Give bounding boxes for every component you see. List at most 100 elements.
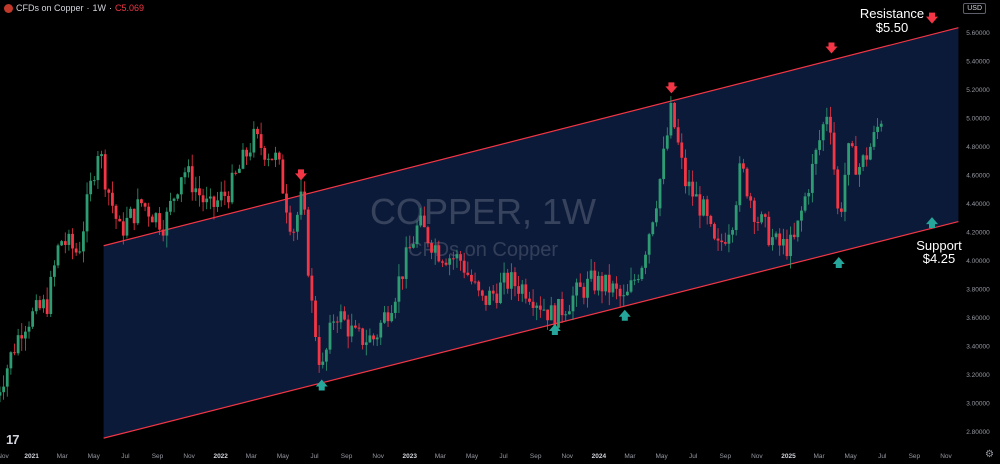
candle-body <box>593 270 597 291</box>
candle-body <box>803 196 807 211</box>
candle-body <box>622 295 626 297</box>
candle-body <box>734 205 738 231</box>
candle-body <box>74 248 78 253</box>
candle-body <box>578 282 582 287</box>
candle-body <box>499 282 502 303</box>
up-arrow-icon <box>548 323 561 335</box>
resistance-label: Resistance <box>860 6 924 21</box>
candle-body <box>872 132 876 147</box>
candle-body <box>470 274 473 282</box>
copper-symbol-icon <box>4 3 13 13</box>
candle-body <box>810 163 814 193</box>
currency-button[interactable]: USD <box>963 3 986 14</box>
candle-body <box>680 142 684 158</box>
candle-body <box>462 260 466 273</box>
candle-body <box>49 276 53 314</box>
candle-body <box>306 209 310 276</box>
x-axis-tick-label: Nov <box>751 453 763 460</box>
x-axis-tick-label: Sep <box>909 453 921 460</box>
candle-body <box>230 172 234 203</box>
candle-body <box>876 126 880 133</box>
candle-body <box>397 276 401 302</box>
candle-body <box>67 233 71 245</box>
candle-body <box>393 301 397 313</box>
candle-body <box>78 251 82 253</box>
candle-body <box>546 309 550 321</box>
candle-body <box>488 290 491 305</box>
x-axis-tick-label: Nov <box>940 453 952 460</box>
y-axis-tick-label: 4.40000 <box>966 201 990 208</box>
down-arrow-icon <box>295 169 307 181</box>
candle-body <box>208 196 212 199</box>
candle-body <box>158 213 161 230</box>
candle-body <box>738 163 742 206</box>
candle-body <box>531 301 535 308</box>
candle-body <box>665 135 669 149</box>
candle-body <box>865 155 869 160</box>
candle-body <box>147 206 151 217</box>
candle-body <box>854 146 858 175</box>
candle-body <box>390 312 394 322</box>
y-axis-tick-label: 5.00000 <box>966 116 990 123</box>
candle-body <box>716 238 720 241</box>
x-axis-tick-label: Nov <box>372 453 384 460</box>
candle-body <box>31 311 35 327</box>
candle-body <box>491 290 495 294</box>
candle-body <box>459 254 462 261</box>
x-axis-tick-label: Jul <box>121 453 130 460</box>
candle-body <box>430 243 433 253</box>
candle-body <box>506 272 510 289</box>
candle-body <box>321 361 325 365</box>
x-axis-tick-label: Jul <box>499 453 508 460</box>
candle-body <box>448 258 452 265</box>
x-axis-tick-label: Mar <box>624 453 636 460</box>
candle-body <box>339 311 343 323</box>
candle-body <box>92 180 96 182</box>
candle-body <box>361 328 365 345</box>
candle-body <box>60 241 64 246</box>
candle-body <box>676 127 680 143</box>
candle-body <box>103 154 107 190</box>
candle-body <box>176 194 180 199</box>
candle-body <box>658 179 662 209</box>
candle-body <box>201 195 205 203</box>
candle-body <box>281 159 285 194</box>
candle-body <box>763 214 767 217</box>
candle-body <box>807 192 811 197</box>
x-axis-tick-label: May <box>466 453 479 460</box>
candle-body <box>691 181 695 197</box>
candle-body <box>310 275 314 301</box>
candle-body <box>364 342 368 345</box>
symbol-title[interactable]: CFDs on Copper <box>16 3 84 13</box>
candle-body <box>713 224 716 239</box>
candle-body <box>618 288 622 297</box>
candle-body <box>216 200 219 207</box>
candle-body <box>480 290 484 296</box>
candle-body <box>829 116 832 133</box>
candle-body <box>684 157 687 187</box>
candle-body <box>705 199 709 216</box>
candle-body <box>161 229 165 236</box>
candle-body <box>383 312 386 323</box>
candle-body <box>38 300 42 309</box>
candle-body <box>277 152 281 160</box>
close-label: C <box>115 3 122 13</box>
interval-label[interactable]: 1W <box>92 3 107 13</box>
candle-body <box>781 238 785 246</box>
candle-body <box>524 284 528 299</box>
candle-body <box>404 247 408 279</box>
candle-body <box>154 213 158 223</box>
candle-body <box>198 188 201 196</box>
candle-body <box>542 309 546 311</box>
candle-body <box>774 233 778 238</box>
candle-body <box>509 272 513 289</box>
tradingview-logo-icon[interactable]: 17 <box>6 432 20 447</box>
candle-body <box>34 300 38 312</box>
candle-body <box>20 335 24 339</box>
candle-body <box>451 258 455 260</box>
settings-gear-icon[interactable]: ⚙ <box>985 449 994 460</box>
candle-body <box>346 319 350 337</box>
y-axis-tick-label: 4.20000 <box>966 230 990 237</box>
candle-body <box>611 283 615 293</box>
